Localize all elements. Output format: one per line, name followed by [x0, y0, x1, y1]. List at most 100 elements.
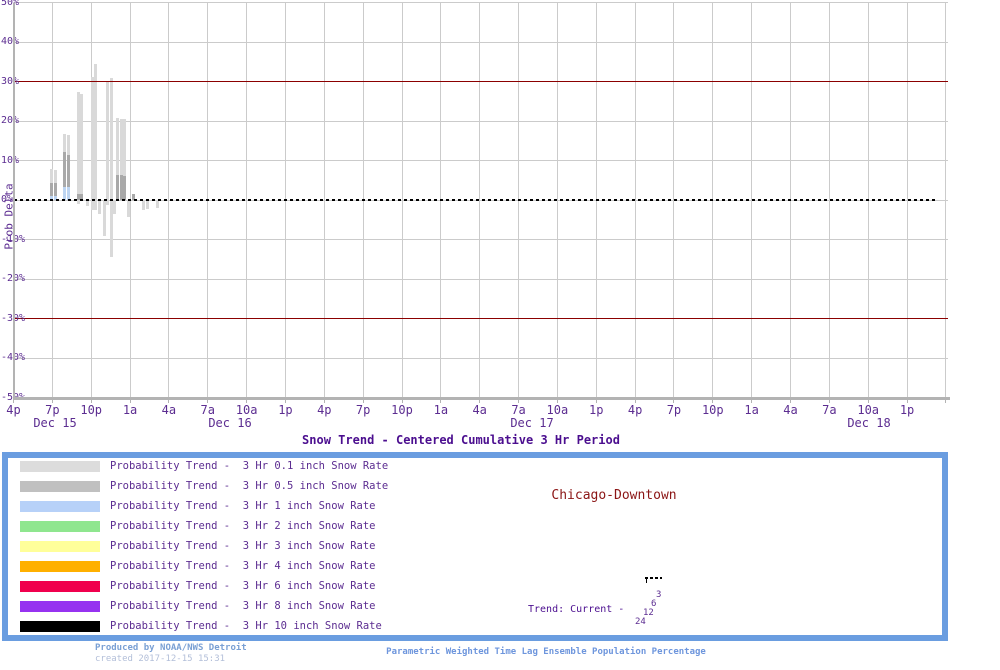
legend-row: Probability Trend - 3 Hr 1 inch Snow Rat…	[8, 501, 942, 513]
footer-description: Parametric Weighted Time Lag Ensemble Po…	[386, 647, 706, 657]
bar-segment-blue	[62, 187, 66, 200]
bar-segment-negative	[109, 200, 113, 257]
legend-item-label: Probability Trend - 3 Hr 2 inch Snow Rat…	[110, 520, 376, 532]
bar-segment-negative	[102, 200, 106, 236]
trend-current-label: Trend: Current -	[528, 604, 625, 615]
x-tick-label: 4p	[627, 403, 643, 417]
x-tick-mark	[401, 398, 403, 403]
x-tick-label: 7a	[511, 403, 526, 417]
x-tick-label: 10p	[80, 403, 103, 417]
bar-segment-dark	[123, 176, 126, 200]
x-date-label: Dec 18	[847, 416, 891, 430]
x-tick-label: 7a	[822, 403, 837, 417]
v-gridline	[945, 2, 947, 398]
x-tick-label: 10a	[546, 403, 569, 417]
legend-item-label: Probability Trend - 3 Hr 8 inch Snow Rat…	[110, 600, 376, 612]
legend-swatch	[20, 521, 100, 532]
legend-row: Probability Trend - 3 Hr 4 inch Snow Rat…	[8, 561, 942, 573]
bar-segment-light	[109, 77, 113, 200]
x-date-label: Dec 15	[33, 416, 77, 430]
bar-segment-dark	[66, 154, 70, 200]
threshold-line	[13, 80, 948, 83]
legend-box: Probability Trend - 3 Hr 0.1 inch Snow R…	[2, 452, 948, 641]
legend-item-label: Probability Trend - 3 Hr 1 inch Snow Rat…	[110, 500, 376, 512]
x-tick-mark	[751, 398, 753, 403]
bar-segment-negative	[113, 200, 116, 215]
bar-segment-blue	[54, 196, 57, 200]
legend-item-label: Probability Trend - 3 Hr 0.5 inch Snow R…	[110, 480, 389, 492]
x-tick-label: 10a	[235, 403, 258, 417]
plot-area: 50%40%30%20%10%0%-10%-20%-30%-40%-50%4p7…	[1, 0, 950, 430]
h-gridline	[13, 239, 948, 240]
bar-segment-dark	[131, 194, 135, 200]
bar-segment-negative	[90, 200, 94, 211]
trend-age-label: 12	[643, 608, 654, 618]
bar-segment-light	[80, 93, 83, 200]
legend-row: Probability Trend - 3 Hr 6 inch Snow Rat…	[8, 581, 942, 593]
bar-segment-light	[123, 118, 126, 200]
bar-segment-light	[119, 118, 123, 200]
chart-title: Snow Trend - Centered Cumulative 3 Hr Pe…	[302, 433, 620, 447]
bar-segment-dark	[80, 193, 83, 200]
legend-row: Probability Trend - 3 Hr 0.1 inch Snow R…	[8, 461, 942, 473]
x-tick-label: 7p	[666, 403, 682, 417]
legend-row: Probability Trend - 3 Hr 2 inch Snow Rat…	[8, 521, 942, 533]
current-trend-dotted-sample	[645, 577, 662, 579]
legend-row: Probability Trend - 3 Hr 8 inch Snow Rat…	[8, 601, 942, 613]
bar-segment-negative	[141, 200, 145, 211]
y-tick-label: 20%	[1, 115, 20, 126]
legend-swatch	[20, 621, 100, 632]
x-tick-mark	[828, 398, 830, 403]
x-tick-mark	[556, 398, 558, 403]
bar-segment-dark	[116, 175, 119, 200]
zero-dotted-line	[13, 199, 937, 201]
bar-segment-blue	[66, 187, 70, 200]
x-tick-mark	[440, 398, 442, 403]
bar-segment-light	[76, 92, 80, 200]
x-tick-mark	[673, 398, 675, 403]
bar-segment-dark	[50, 182, 53, 200]
bar-segment-dark	[119, 175, 123, 200]
trend-age-label: 3	[656, 590, 662, 600]
x-tick-mark	[867, 398, 869, 403]
bar-segment-blue	[50, 196, 53, 200]
x-tick-mark	[906, 398, 908, 403]
x-tick-mark	[634, 398, 636, 403]
legend-swatch	[20, 461, 100, 472]
y-tick-label: 50%	[1, 0, 20, 8]
x-date-label: Dec 16	[208, 416, 252, 430]
x-tick-label: 1a	[122, 403, 138, 417]
x-tick-mark	[323, 398, 325, 403]
x-tick-label: 7p	[355, 403, 371, 417]
legend-row: Probability Trend - 3 Hr 3 inch Snow Rat…	[8, 541, 942, 553]
x-tick-label: 1a	[433, 403, 449, 417]
h-gridline	[13, 120, 948, 122]
bar-segment-light	[106, 82, 109, 200]
x-tick-mark	[51, 398, 53, 403]
bar-segment-light	[116, 117, 119, 200]
y-tick-label: 10%	[1, 154, 20, 166]
footer-produced-by: Produced by NOAA/NWS Detroit	[95, 643, 247, 653]
bar-segment-negative	[155, 200, 159, 208]
bar-segment-negative	[76, 200, 80, 204]
h-gridline	[13, 41, 948, 43]
x-tick-label: 4p	[6, 403, 21, 417]
legend-row: Probability Trend - 3 Hr 0.5 inch Snow R…	[8, 481, 942, 493]
x-tick-mark	[518, 398, 520, 403]
x-tick-mark	[284, 398, 286, 403]
bar-segment-light	[90, 76, 94, 200]
threshold-line	[13, 317, 948, 320]
h-gridline	[13, 2, 948, 3]
legend-item-label: Probability Trend - 3 Hr 3 inch Snow Rat…	[110, 540, 376, 552]
bar-segment-negative	[97, 200, 101, 215]
bar-segment-negative	[145, 200, 149, 210]
y-tick-label: 40%	[1, 36, 20, 47]
y-tick-label: 0%	[1, 194, 14, 205]
x-tick-label: 1p	[589, 403, 604, 417]
legend-swatch	[20, 561, 100, 572]
trend-age-label: 24	[635, 617, 646, 627]
bar-segment-dark	[62, 151, 66, 200]
x-tick-label: 10a	[857, 403, 880, 417]
bar-segment-light	[94, 63, 97, 200]
